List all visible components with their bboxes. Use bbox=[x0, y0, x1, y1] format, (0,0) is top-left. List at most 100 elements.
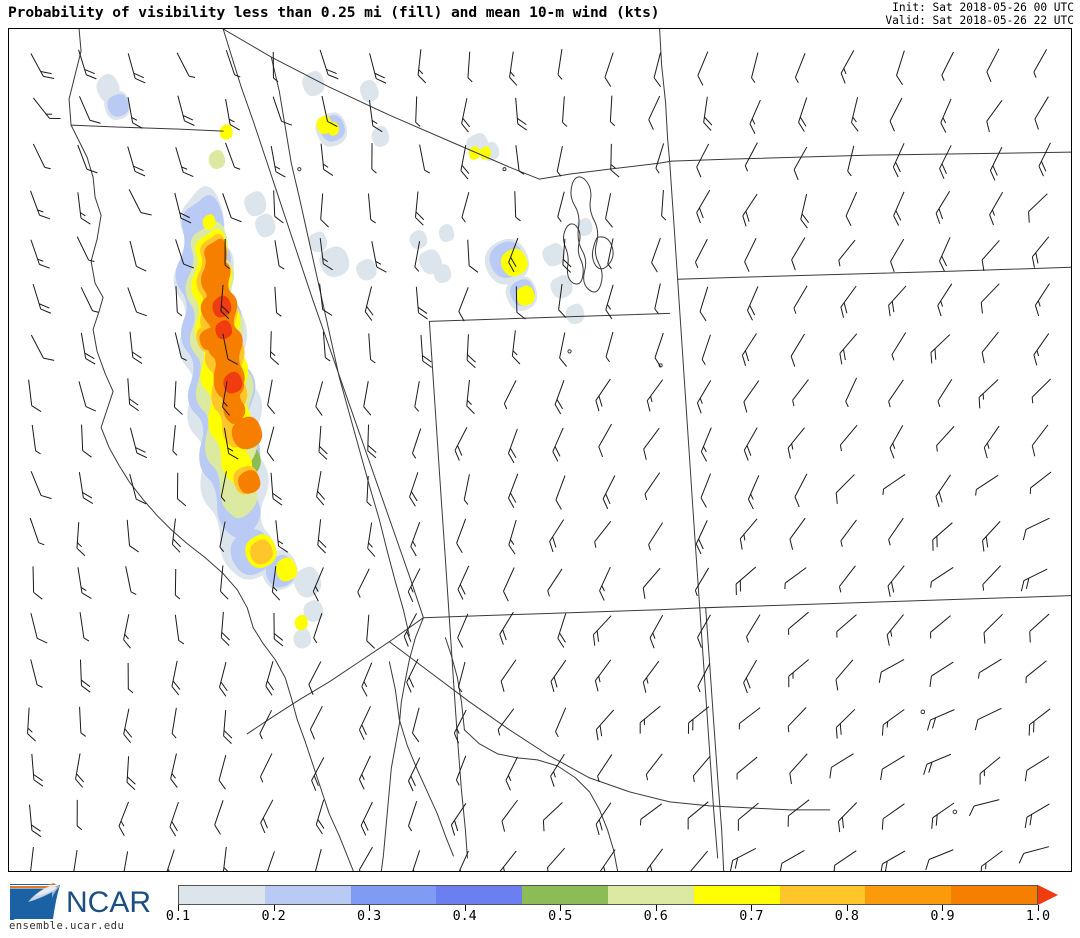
wind-barb-shaft bbox=[273, 97, 281, 122]
wind-barb-half-flag bbox=[889, 540, 891, 546]
wind-barb-full-flag bbox=[836, 680, 838, 691]
wind-barb-shaft bbox=[1034, 333, 1049, 354]
colorbar-tick-label: 0.5 bbox=[548, 909, 572, 924]
wind-barb-shaft bbox=[410, 472, 418, 497]
wind-barb-half-flag bbox=[84, 638, 89, 641]
wind-barb-shaft bbox=[1032, 379, 1051, 397]
wind-barb-shaft bbox=[649, 96, 660, 120]
wind-barb-full-flag bbox=[517, 118, 526, 124]
wind-barb-shaft bbox=[548, 848, 565, 868]
wind-barb-half-flag bbox=[558, 75, 562, 80]
wind-barb-full-flag bbox=[930, 676, 931, 687]
wind-barb-half-flag bbox=[695, 262, 697, 268]
wind-barb-shaft bbox=[79, 472, 83, 498]
wind-barb-shaft bbox=[643, 568, 660, 588]
figure-header: Probability of visibility less than 0.25… bbox=[0, 0, 1080, 28]
wind-barb-half-flag bbox=[419, 70, 423, 74]
wind-barb-layer bbox=[28, 49, 1052, 871]
wind-barb-shaft bbox=[984, 614, 1003, 632]
wind-barb-shaft bbox=[606, 193, 611, 219]
wind-barb-full-flag bbox=[273, 499, 282, 505]
wind-barb-full-flag bbox=[596, 824, 599, 835]
wind-barb-full-flag bbox=[508, 453, 514, 463]
wind-barb-shaft bbox=[563, 96, 565, 122]
prob-band-0.1 bbox=[97, 71, 593, 649]
wind-barb-half-flag bbox=[177, 312, 182, 316]
wind-barb-half-flag bbox=[556, 732, 559, 737]
wind-barb-shaft bbox=[931, 662, 953, 676]
ncar-logo: NCAR ensemble.ucar.edu bbox=[4, 876, 164, 934]
wind-barb-shaft bbox=[80, 707, 81, 733]
wind-barb-half-flag bbox=[456, 780, 459, 785]
wind-barb-shaft bbox=[733, 848, 756, 860]
wind-barb-half-flag bbox=[513, 351, 517, 355]
wind-barb-shaft bbox=[32, 754, 34, 780]
wind-barb-full-flag bbox=[81, 218, 90, 224]
wind-barb-full-flag bbox=[267, 452, 274, 461]
wind-barb-shaft bbox=[736, 567, 756, 584]
wind-barb-full-flag bbox=[699, 539, 704, 549]
wind-barb-shaft bbox=[309, 661, 321, 684]
wind-barb-shaft bbox=[503, 568, 514, 592]
wind-barb-half-flag bbox=[364, 682, 367, 687]
wind-barb-full-flag bbox=[942, 256, 947, 266]
wind-barb-full-flag bbox=[983, 541, 984, 552]
wind-barb-full-flag bbox=[367, 641, 375, 649]
wind-barb-shaft bbox=[649, 523, 663, 545]
wind-barb-shaft bbox=[983, 566, 1001, 585]
wind-barb-shaft bbox=[836, 474, 854, 492]
wind-barb-shaft bbox=[693, 756, 710, 776]
wind-barb-shaft bbox=[31, 240, 40, 265]
wind-barb-full-flag bbox=[502, 821, 505, 832]
wind-barb-shaft bbox=[367, 615, 369, 641]
wind-barb-full-flag bbox=[1030, 631, 1031, 642]
wind-barb-full-flag bbox=[451, 825, 454, 836]
wind-barb-shaft bbox=[175, 615, 178, 641]
wind-barb-full-flag bbox=[501, 681, 504, 692]
wind-barb-shaft bbox=[841, 286, 856, 307]
wind-barb-shaft bbox=[1029, 194, 1048, 212]
wind-barb-full-flag bbox=[697, 167, 701, 177]
wind-barb-shaft bbox=[226, 143, 235, 167]
wind-barb-half-flag bbox=[606, 357, 610, 362]
wind-barb-shaft bbox=[126, 566, 131, 592]
wind-barb-shaft bbox=[598, 754, 612, 776]
wind-barb-shaft bbox=[655, 284, 661, 309]
wind-barb-full-flag bbox=[701, 498, 706, 508]
wind-barb-half-flag bbox=[841, 541, 842, 547]
wind-barb-full-flag bbox=[316, 407, 322, 416]
wind-barb-half-flag bbox=[28, 728, 32, 732]
wind-barb-full-flag bbox=[1035, 305, 1038, 316]
wind-barb-full-flag bbox=[747, 310, 752, 320]
wind-barb-full-flag bbox=[135, 78, 145, 83]
wind-barb-half-flag bbox=[508, 775, 511, 780]
wind-barb-shaft bbox=[82, 425, 83, 451]
wind-barb-half-flag bbox=[788, 726, 789, 732]
wind-barb-shaft bbox=[412, 429, 420, 454]
wind-barb-shaft bbox=[1027, 757, 1049, 771]
wind-barb-full-flag bbox=[834, 865, 835, 871]
wind-barb-full-flag bbox=[543, 820, 544, 831]
wind-barb-full-flag bbox=[361, 825, 366, 835]
wind-barb-full-flag bbox=[936, 213, 940, 223]
wind-barb-shaft bbox=[1032, 237, 1048, 257]
wind-barb-shaft bbox=[942, 52, 954, 75]
wind-barb-full-flag bbox=[892, 301, 894, 312]
wind-barb-full-flag bbox=[87, 169, 97, 173]
wind-barb-half-flag bbox=[468, 78, 472, 82]
wind-barb-shaft bbox=[78, 192, 81, 218]
wind-barb-shaft bbox=[1035, 284, 1049, 306]
wind-barb-full-flag bbox=[836, 493, 837, 504]
colorbar-tick-label: 0.3 bbox=[357, 909, 381, 924]
wind-barb-shaft bbox=[364, 381, 369, 407]
wind-barb-full-flag bbox=[560, 358, 567, 367]
wind-barb-half-flag bbox=[793, 400, 794, 406]
wind-barb-full-flag bbox=[359, 779, 364, 789]
wind-barb-shaft bbox=[127, 520, 129, 546]
wind-barb-half-flag bbox=[77, 543, 81, 547]
wind-barb-shaft bbox=[560, 332, 565, 358]
wind-barb-full-flag bbox=[458, 445, 462, 455]
wind-barb-full-flag bbox=[745, 351, 748, 362]
wind-barb-full-flag bbox=[268, 405, 275, 413]
page-title: Probability of visibility less than 0.25… bbox=[8, 4, 659, 21]
